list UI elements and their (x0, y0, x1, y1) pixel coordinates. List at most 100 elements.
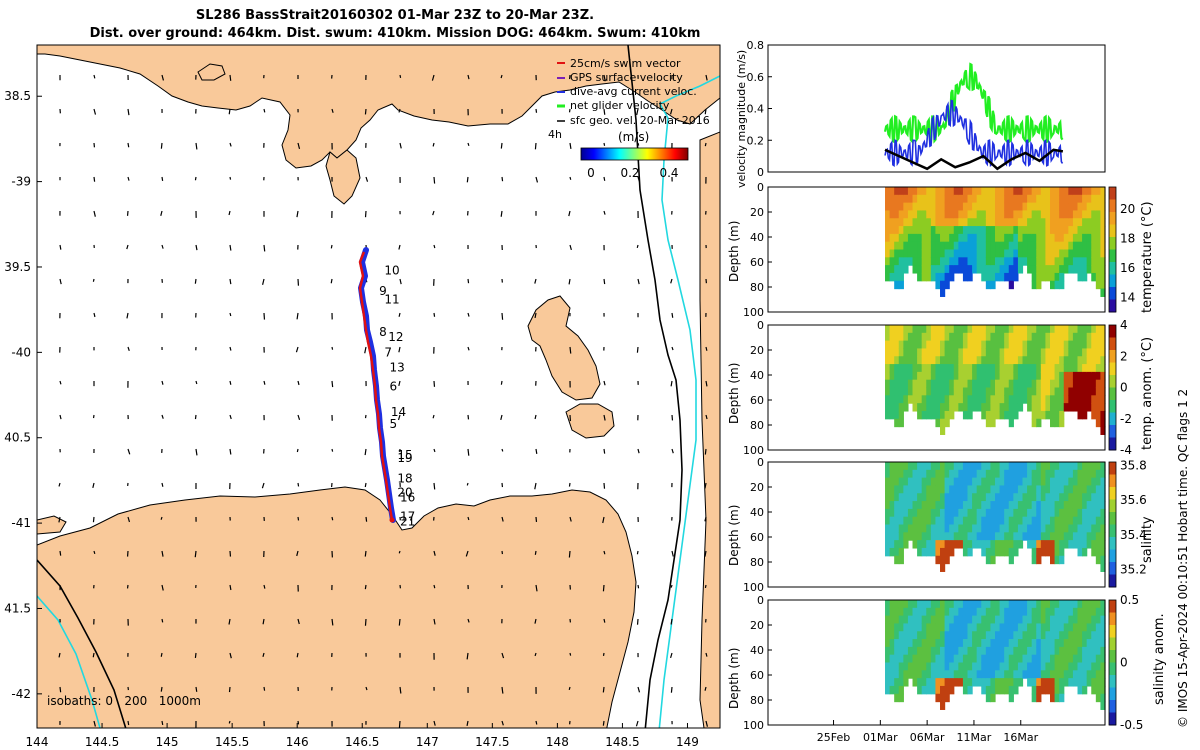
day-label: 20 (397, 485, 412, 499)
current-vector (467, 74, 470, 80)
current-vector (229, 652, 232, 659)
temp-cbar-label: temperature (°C) (1140, 201, 1155, 313)
vel-ylabel: velocity magnitude (m/s) (735, 49, 748, 188)
current-vector (262, 618, 265, 625)
current-vector (195, 142, 198, 150)
current-vector (603, 210, 606, 215)
map-xtick-label: 148.5 (605, 735, 639, 749)
map-frame (36, 44, 721, 729)
current-vector (603, 550, 606, 555)
map-ytick-label: 40.5 (4, 431, 31, 445)
current-vector (58, 652, 61, 658)
current-vector (669, 108, 673, 115)
map-ytick-label: -42 (11, 687, 31, 701)
map-xtick-label: 146 (286, 735, 309, 749)
map-xtick-label: 145 (156, 735, 179, 749)
current-vector (228, 720, 231, 724)
current-vector (297, 142, 301, 149)
current-vector (127, 142, 130, 148)
current-vector (364, 550, 367, 557)
current-vector (466, 482, 469, 486)
sanom-cbar-label: salinity anom. (1152, 613, 1167, 705)
current-vector (229, 584, 232, 591)
current-vector (127, 448, 131, 455)
current-vector (501, 686, 504, 694)
current-vector (59, 244, 62, 250)
current-vector (296, 312, 299, 320)
current-vector (535, 448, 538, 454)
map-legend: 25cm/s swim vector GPS surface velocity … (548, 57, 710, 180)
current-vector (398, 312, 401, 317)
colorbar-label: (m/s) (618, 130, 649, 144)
current-vector (501, 652, 505, 659)
current-vector (635, 720, 639, 727)
current-vector (705, 720, 708, 727)
current-vector (92, 482, 95, 489)
current-vector (603, 414, 606, 421)
current-vector (705, 414, 708, 420)
tanom-ylabel: Depth (m) (727, 362, 741, 424)
current-vector (59, 278, 62, 285)
current-vector (194, 176, 197, 181)
day-label: 11 (384, 292, 399, 306)
current-vector (229, 278, 232, 285)
day-label: 21 (400, 514, 415, 528)
current-vector (92, 278, 95, 282)
current-vector (297, 414, 301, 420)
current-vector (603, 448, 606, 454)
current-vector (467, 516, 470, 521)
current-vector (432, 210, 435, 216)
current-vector (398, 550, 401, 554)
current-vector (534, 482, 537, 490)
day-label: 5 (390, 417, 398, 431)
current-vector (603, 618, 606, 623)
map-xtick-label: 144.5 (85, 735, 119, 749)
current-vector (330, 278, 333, 284)
current-vector (500, 74, 503, 79)
land-cape-barren-island (565, 403, 615, 439)
current-vector (228, 108, 231, 115)
current-vector (59, 686, 62, 693)
current-vector (195, 686, 198, 692)
current-vector (433, 584, 436, 589)
current-vector (534, 414, 537, 420)
current-vector (433, 550, 436, 556)
current-vector (670, 618, 673, 625)
current-vector (637, 448, 640, 454)
map-xtick-label: 145.5 (215, 735, 249, 749)
current-vector (364, 108, 367, 115)
current-vector (160, 142, 163, 149)
current-vector (331, 618, 334, 626)
current-vector (399, 686, 402, 694)
current-vector (602, 584, 605, 592)
current-vector (161, 244, 164, 249)
current-vector (398, 720, 401, 728)
current-vector (534, 312, 537, 319)
current-vector (398, 244, 401, 250)
current-vector (500, 210, 503, 217)
current-vector (501, 448, 504, 452)
legend-gps: GPS surface velocity (570, 71, 683, 84)
current-vector (568, 550, 571, 558)
current-vector (433, 482, 436, 490)
current-vector (637, 142, 640, 146)
current-vector (161, 720, 164, 726)
current-vector (93, 312, 96, 318)
current-vector (93, 210, 96, 217)
current-vector (671, 346, 674, 351)
current-vector (501, 176, 504, 182)
legend-dive: dive-avg current veloc. (570, 85, 697, 98)
current-vector (671, 550, 674, 557)
legend-sfc: sfc geo. vel. 20-Mar-2016 (570, 114, 710, 127)
current-vector (263, 108, 266, 113)
current-vector (636, 108, 639, 116)
current-vector (228, 686, 231, 693)
map-ytick-label: -41 (11, 516, 31, 530)
current-vector (93, 720, 96, 727)
current-vector (670, 380, 673, 387)
colorbar-tick-0: 0 (587, 166, 595, 180)
current-vector (569, 244, 572, 251)
speed-colorbar (580, 147, 689, 161)
current-vector (534, 652, 537, 657)
current-vector (535, 584, 538, 592)
